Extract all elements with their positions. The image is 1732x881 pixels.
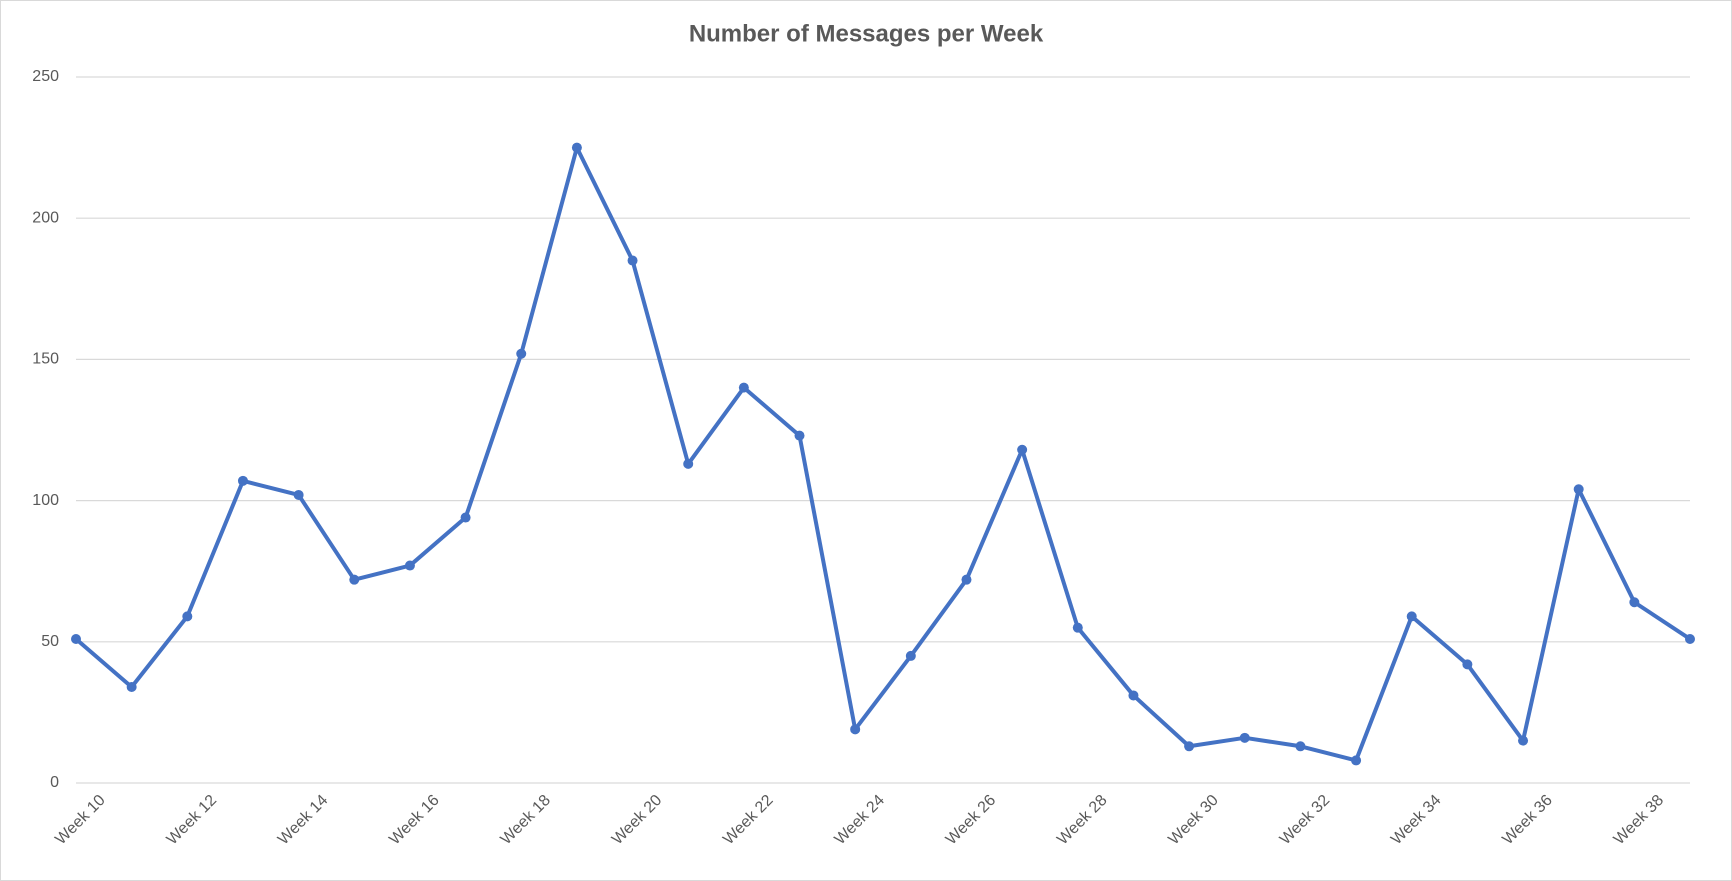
data-point — [1406, 611, 1417, 622]
data-point — [1462, 659, 1473, 670]
data-point — [237, 475, 248, 486]
data-point — [293, 489, 304, 500]
data-point — [182, 611, 193, 622]
data-point — [516, 348, 527, 359]
y-tick-label: 250 — [32, 68, 59, 85]
data-point — [349, 574, 360, 585]
data-point — [460, 512, 471, 523]
data-point — [1295, 741, 1306, 752]
data-point — [1518, 735, 1529, 746]
data-point — [1629, 597, 1640, 608]
data-point — [961, 574, 972, 585]
data-point — [905, 650, 916, 661]
data-point — [71, 633, 81, 644]
data-point — [1128, 690, 1139, 701]
data-point — [683, 458, 694, 469]
y-tick-label: 200 — [32, 209, 59, 226]
data-point — [850, 724, 861, 735]
data-point — [1184, 741, 1195, 752]
data-point — [1351, 755, 1362, 766]
data-point — [794, 430, 805, 441]
data-point — [126, 681, 137, 692]
data-point — [1017, 444, 1028, 455]
y-tick-label: 0 — [50, 774, 59, 791]
y-tick-label: 100 — [32, 492, 59, 509]
y-tick-label: 50 — [41, 633, 59, 650]
data-point — [627, 255, 638, 266]
data-point — [1573, 484, 1584, 495]
data-point — [1685, 633, 1695, 644]
data-point — [1239, 732, 1250, 743]
data-point — [571, 142, 582, 153]
data-point — [404, 560, 415, 571]
data-point — [738, 382, 749, 393]
data-line — [74, 145, 1692, 763]
data-point — [1072, 622, 1083, 633]
y-tick-label: 150 — [32, 351, 59, 368]
chart-title: Number of Messages per Week — [689, 20, 1044, 47]
